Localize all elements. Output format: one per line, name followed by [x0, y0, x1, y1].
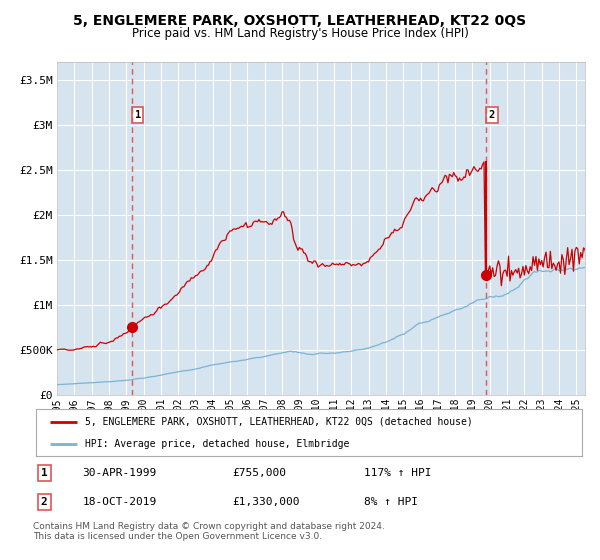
Text: 1: 1 [134, 110, 141, 120]
Text: Contains HM Land Registry data © Crown copyright and database right 2024.
This d: Contains HM Land Registry data © Crown c… [33, 522, 385, 542]
Text: 5, ENGLEMERE PARK, OXSHOTT, LEATHERHEAD, KT22 0QS: 5, ENGLEMERE PARK, OXSHOTT, LEATHERHEAD,… [73, 14, 527, 28]
Text: £1,330,000: £1,330,000 [233, 497, 300, 507]
Text: 5, ENGLEMERE PARK, OXSHOTT, LEATHERHEAD, KT22 0QS (detached house): 5, ENGLEMERE PARK, OXSHOTT, LEATHERHEAD,… [85, 417, 473, 427]
Text: HPI: Average price, detached house, Elmbridge: HPI: Average price, detached house, Elmb… [85, 438, 350, 449]
Text: 18-OCT-2019: 18-OCT-2019 [82, 497, 157, 507]
Text: 2: 2 [489, 110, 495, 120]
Text: Price paid vs. HM Land Registry's House Price Index (HPI): Price paid vs. HM Land Registry's House … [131, 27, 469, 40]
Text: 8% ↑ HPI: 8% ↑ HPI [364, 497, 418, 507]
Text: 2: 2 [41, 497, 47, 507]
Text: £755,000: £755,000 [233, 468, 287, 478]
Text: 30-APR-1999: 30-APR-1999 [82, 468, 157, 478]
Text: 1: 1 [41, 468, 47, 478]
Text: 117% ↑ HPI: 117% ↑ HPI [364, 468, 431, 478]
